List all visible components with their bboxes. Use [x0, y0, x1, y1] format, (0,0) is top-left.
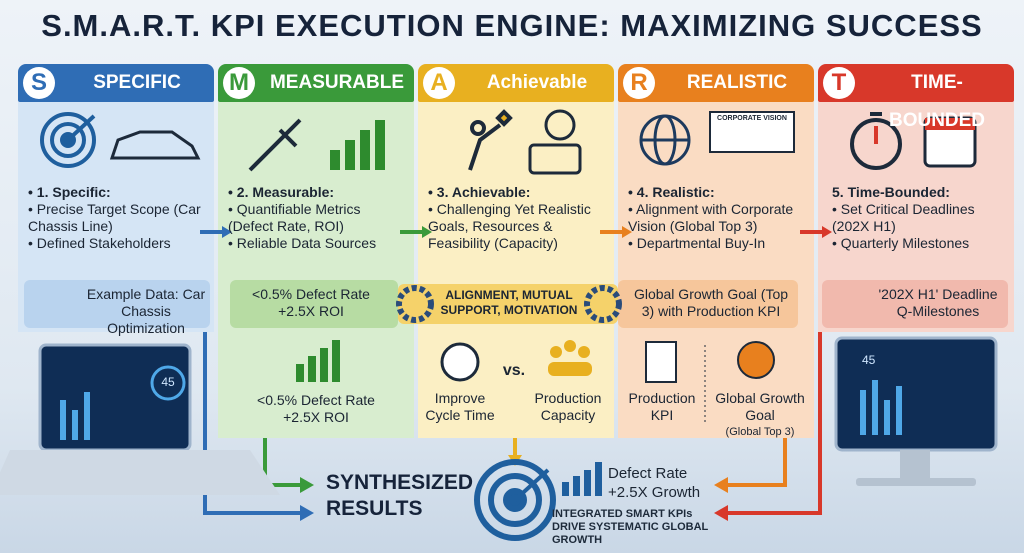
- bullet: • Alignment with Corporate Vision (Globa…: [628, 201, 794, 234]
- line: <0.5% Defect Rate: [252, 286, 370, 302]
- results-metrics: Defect Rate +2.5X Growth: [608, 464, 718, 502]
- line: '202X H1' Deadline: [878, 286, 998, 302]
- screen-value: 45: [862, 353, 876, 367]
- results-target: [474, 459, 556, 541]
- line: Global Growth Goal: [715, 390, 805, 423]
- vs: vs.: [502, 362, 526, 379]
- a-lower-left: Improve Cycle Time: [425, 390, 495, 423]
- header-text: MEASURABLE: [269, 72, 405, 93]
- panel-a: [418, 102, 614, 438]
- letter: A: [423, 67, 455, 99]
- lower-chart-icon: [296, 340, 340, 382]
- m-lower: <0.5% Defect Rate +2.5X ROI: [236, 392, 396, 426]
- gears: [396, 285, 622, 323]
- r-example-box: [618, 280, 798, 328]
- line: <0.5% Defect Rate: [257, 392, 375, 408]
- a-lower-right: Production Capacity: [534, 390, 602, 423]
- header-m: M MEASURABLE: [218, 64, 414, 102]
- header-a: A Achievable: [418, 64, 614, 102]
- left-laptop: [0, 343, 280, 495]
- results-chart: [562, 462, 602, 496]
- s-example: Example Data: Car Chassis Optimization: [86, 286, 206, 336]
- bullet: • Quarterly Milestones: [832, 235, 970, 251]
- icon-label: CORPORATE VISION: [717, 115, 787, 122]
- line: Q-Milestones: [896, 303, 980, 319]
- compass-icon: [528, 109, 582, 175]
- r-lower-right: Global Growth Goal (Global Top 3): [708, 390, 812, 441]
- header-r: R REALISTIC: [618, 64, 814, 102]
- climber-icon: [468, 109, 513, 171]
- m-example: <0.5% Defect Rate +2.5X ROI: [236, 286, 386, 320]
- alignment-text: ALIGNMENT, MUTUAL SUPPORT, MOTIVATION: [440, 288, 578, 317]
- t-example-box: [822, 280, 1008, 328]
- bullet: • Reliable Data Sources: [228, 235, 377, 251]
- car-icon: [109, 130, 201, 160]
- right-laptop: [834, 336, 998, 486]
- bullet: • Departmental Buy-In: [628, 235, 766, 251]
- globe-small-icon: [737, 341, 775, 379]
- results-title: SYNTHESIZED RESULTS: [326, 471, 474, 520]
- s-example-box: [24, 280, 210, 328]
- m-example-box: [230, 280, 398, 328]
- results-caption: INTEGRATED SMART KPIs DRIVE SYSTEMATIC G…: [552, 508, 709, 546]
- bar-icon: [330, 120, 385, 170]
- header-text: SPECIFIC: [93, 72, 181, 93]
- letter: R: [623, 67, 655, 99]
- bullet: • Challenging Yet Realistic Goals, Resou…: [428, 201, 591, 251]
- heading: • 4. Realistic:: [628, 184, 715, 200]
- r-example: Global Growth Goal (Top 3) with Producti…: [633, 286, 789, 319]
- r-lower-left: Production KPI: [628, 390, 696, 423]
- globe-icon: [639, 114, 691, 166]
- heading: 5. Time-Bounded:: [832, 184, 950, 200]
- bullet: • Quantifiable Metrics (Defect Rate, ROI…: [228, 201, 361, 234]
- body-r: • 4. Realistic: • Alignment with Corpora…: [628, 184, 808, 252]
- calendar-icon: [923, 116, 977, 168]
- t-example: '202X H1' Deadline Q-Milestones: [870, 286, 1006, 320]
- bullet: • Defined Stakeholders: [28, 235, 171, 251]
- team-icon: [548, 340, 592, 376]
- heading: • 3. Achievable:: [428, 184, 531, 200]
- body-t: 5. Time-Bounded: • Set Critical Deadline…: [832, 184, 1008, 252]
- body-a: • 3. Achievable: • Challenging Yet Reali…: [428, 184, 608, 252]
- metric: Defect Rate: [608, 465, 688, 482]
- header-text: TIME-BOUNDED: [888, 72, 986, 131]
- body-s: • 1. Specific: • Precise Target Scope (C…: [28, 184, 208, 252]
- header-t: T TIME-BOUNDED: [818, 64, 1014, 131]
- heading: • 1. Specific:: [28, 184, 111, 200]
- target-icon: [40, 112, 96, 168]
- bullet: • Precise Target Scope (Car Chassis Line…: [28, 201, 201, 234]
- caliper-icon: [248, 118, 302, 172]
- letter: M: [223, 67, 255, 99]
- line: +2.5X ROI: [278, 303, 344, 319]
- letter: T: [823, 67, 855, 99]
- screen-value: 45: [161, 375, 175, 389]
- body-m: • 2. Measurable: • Quantifiable Metrics …: [228, 184, 408, 252]
- bullet: • Set Critical Deadlines (202X H1): [832, 201, 975, 234]
- arrows: [200, 230, 822, 515]
- metric: +2.5X Growth: [608, 484, 701, 501]
- line: (Global Top 3): [725, 426, 795, 438]
- clipboard-icon: [645, 341, 677, 383]
- header-text: REALISTIC: [686, 72, 788, 93]
- line: +2.5X ROI: [283, 409, 349, 425]
- vision-board: [709, 111, 795, 153]
- header-s: S SPECIFIC: [18, 64, 214, 102]
- alignment-banner: [398, 284, 618, 324]
- header-text: Achievable: [486, 72, 588, 93]
- heading: • 2. Measurable:: [228, 184, 335, 200]
- letter: S: [23, 67, 55, 99]
- title: S.M.A.R.T. KPI EXECUTION ENGINE: MAXIMIZ…: [41, 8, 983, 43]
- clock-icon: [440, 342, 480, 382]
- stopwatch-icon: [850, 112, 902, 170]
